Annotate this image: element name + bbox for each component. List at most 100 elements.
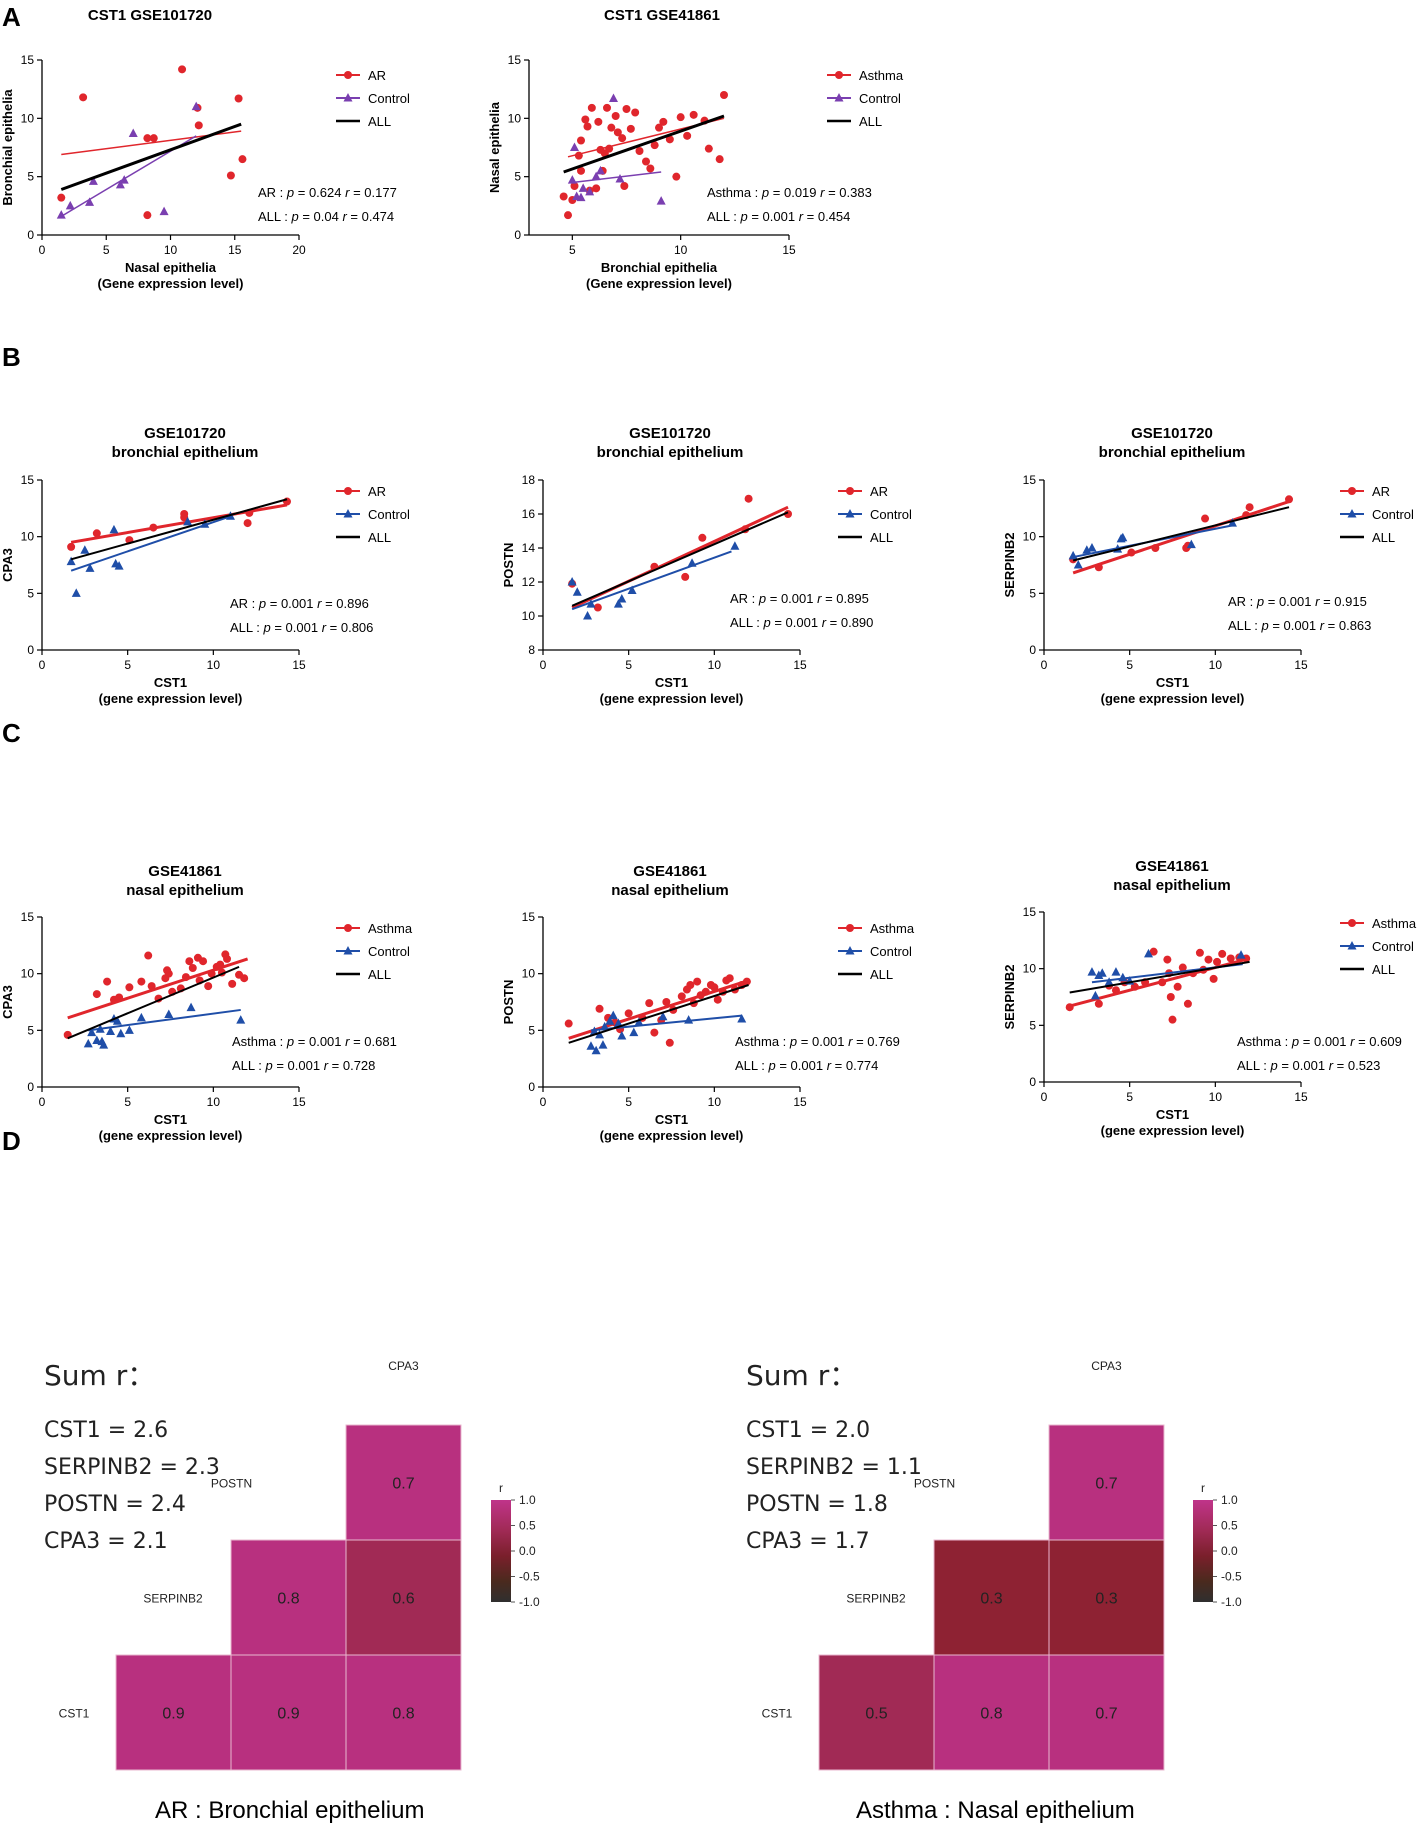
stat-annotation: Asthma : p = 0.001 r = 0.681 (232, 1034, 397, 1049)
x-tick-label: 10 (207, 1095, 221, 1109)
data-point (689, 110, 698, 119)
x-axis-label: Bronchial epithelia (601, 260, 718, 275)
data-point (595, 1029, 605, 1039)
chart-title: GSE41861 (1135, 858, 1208, 875)
y-tick-label: 10 (1023, 962, 1037, 976)
scatter-plot (1039, 479, 1364, 655)
x-tick-label: 5 (103, 243, 110, 257)
y-tick-label: 16 (522, 507, 536, 521)
scatter-plot (37, 479, 360, 655)
x-tick-label: 0 (39, 1095, 46, 1109)
y-tick-label: 5 (528, 1023, 535, 1037)
data-point (620, 182, 629, 190)
legend-label: Asthma (368, 921, 413, 936)
heatmap-cell-label: 0.8 (277, 1591, 299, 1608)
heatmap-cell (818, 1654, 935, 1771)
heatmap-row-label: CST1 (59, 1707, 90, 1721)
stat-annotation: AR : p = 0.001 r = 0.896 (230, 596, 369, 611)
data-point (83, 1038, 93, 1048)
heatmap-row-label: POSTN (914, 1477, 955, 1491)
y-tick-label: 8 (528, 643, 535, 657)
stat-annotation: ALL : p = 0.001 r = 0.890 (730, 615, 873, 630)
panel-label-b: B (2, 342, 21, 372)
x-axis-label: (gene expression level) (1101, 691, 1245, 706)
panel-label-a: A (2, 2, 21, 32)
legend-label: AR (368, 68, 386, 83)
stat-annotation: AR : p = 0.624 r = 0.177 (258, 185, 397, 200)
data-point (686, 981, 695, 989)
heatmap-cell-label: 0.9 (277, 1706, 299, 1723)
colorbar-tick-label: 1.0 (519, 1493, 536, 1507)
data-point (609, 93, 618, 102)
colorbar (491, 1500, 511, 1602)
stat-annotation: ALL : p = 0.04 r = 0.474 (258, 209, 394, 224)
x-axis-label: CST1 (655, 675, 688, 690)
data-point (607, 123, 616, 132)
legend-marker (343, 946, 353, 955)
data-point (124, 1025, 134, 1034)
x-tick-label: 15 (292, 1095, 306, 1109)
heatmap-cell (1048, 1654, 1165, 1771)
data-point (1204, 955, 1213, 964)
data-point (659, 117, 668, 126)
data-point (1090, 990, 1100, 1000)
y-tick-label: 10 (522, 609, 536, 623)
heatmap-cell-label: 0.8 (980, 1706, 1002, 1723)
data-point (564, 211, 572, 220)
data-point (613, 1018, 623, 1028)
data-point (1118, 972, 1128, 982)
data-point (676, 113, 685, 122)
data-point (88, 176, 98, 185)
y-tick-label: 5 (27, 170, 34, 184)
data-point (194, 121, 203, 130)
heatmap-title: AR : Bronchial epithelium (155, 1797, 425, 1824)
data-point (650, 141, 659, 150)
chart-title: GSE101720 (144, 425, 226, 442)
data-point (737, 1014, 747, 1023)
sum-r-heading: Sum r： (44, 1359, 156, 1392)
legend-marker (1348, 919, 1356, 927)
x-axis-label: (gene expression level) (99, 691, 243, 706)
data-point (228, 979, 237, 988)
data-point (1195, 948, 1204, 957)
x-tick-label: 10 (207, 658, 221, 672)
y-tick-label: 12 (522, 575, 536, 589)
legend-label: Control (870, 944, 912, 959)
legend-label: Control (870, 507, 912, 522)
data-point (226, 171, 235, 180)
chart-title: bronchial epithelium (597, 444, 744, 461)
data-point (188, 964, 197, 972)
scatter-plot (524, 59, 851, 240)
legend-marker (344, 71, 352, 79)
x-axis-label: Nasal epithelia (125, 260, 217, 275)
colorbar-tick-label: -0.5 (1221, 1570, 1242, 1584)
x-tick-label: 15 (228, 243, 242, 257)
stat-annotation: ALL : p = 0.001 r = 0.728 (232, 1058, 375, 1073)
data-point (183, 516, 193, 526)
data-point (631, 108, 640, 117)
data-point (615, 174, 625, 183)
data-point (681, 572, 690, 581)
data-point (672, 172, 681, 181)
regression-line (88, 1008, 241, 1032)
colorbar-tick-label: -0.5 (519, 1570, 540, 1584)
y-tick-label: 0 (27, 643, 34, 657)
stat-annotation: AR : p = 0.001 r = 0.895 (730, 591, 869, 606)
data-point (1226, 954, 1235, 963)
data-point (665, 1038, 674, 1047)
colorbar-title: r (499, 1481, 503, 1495)
heatmap-cell (345, 1654, 462, 1771)
x-tick-label: 10 (674, 243, 688, 257)
data-point (164, 1009, 174, 1018)
y-tick-label: 10 (21, 530, 35, 544)
data-point (57, 193, 66, 202)
chart-title: bronchial epithelium (1099, 444, 1246, 461)
chart-title: GSE41861 (633, 863, 706, 880)
data-point (80, 545, 90, 554)
data-point (1236, 950, 1246, 959)
data-point (629, 1027, 639, 1037)
data-point (684, 1015, 694, 1024)
x-axis-label: (Gene expression level) (586, 276, 732, 291)
x-tick-label: 15 (1294, 658, 1308, 672)
heatmap-row-label: CST1 (762, 1707, 793, 1721)
